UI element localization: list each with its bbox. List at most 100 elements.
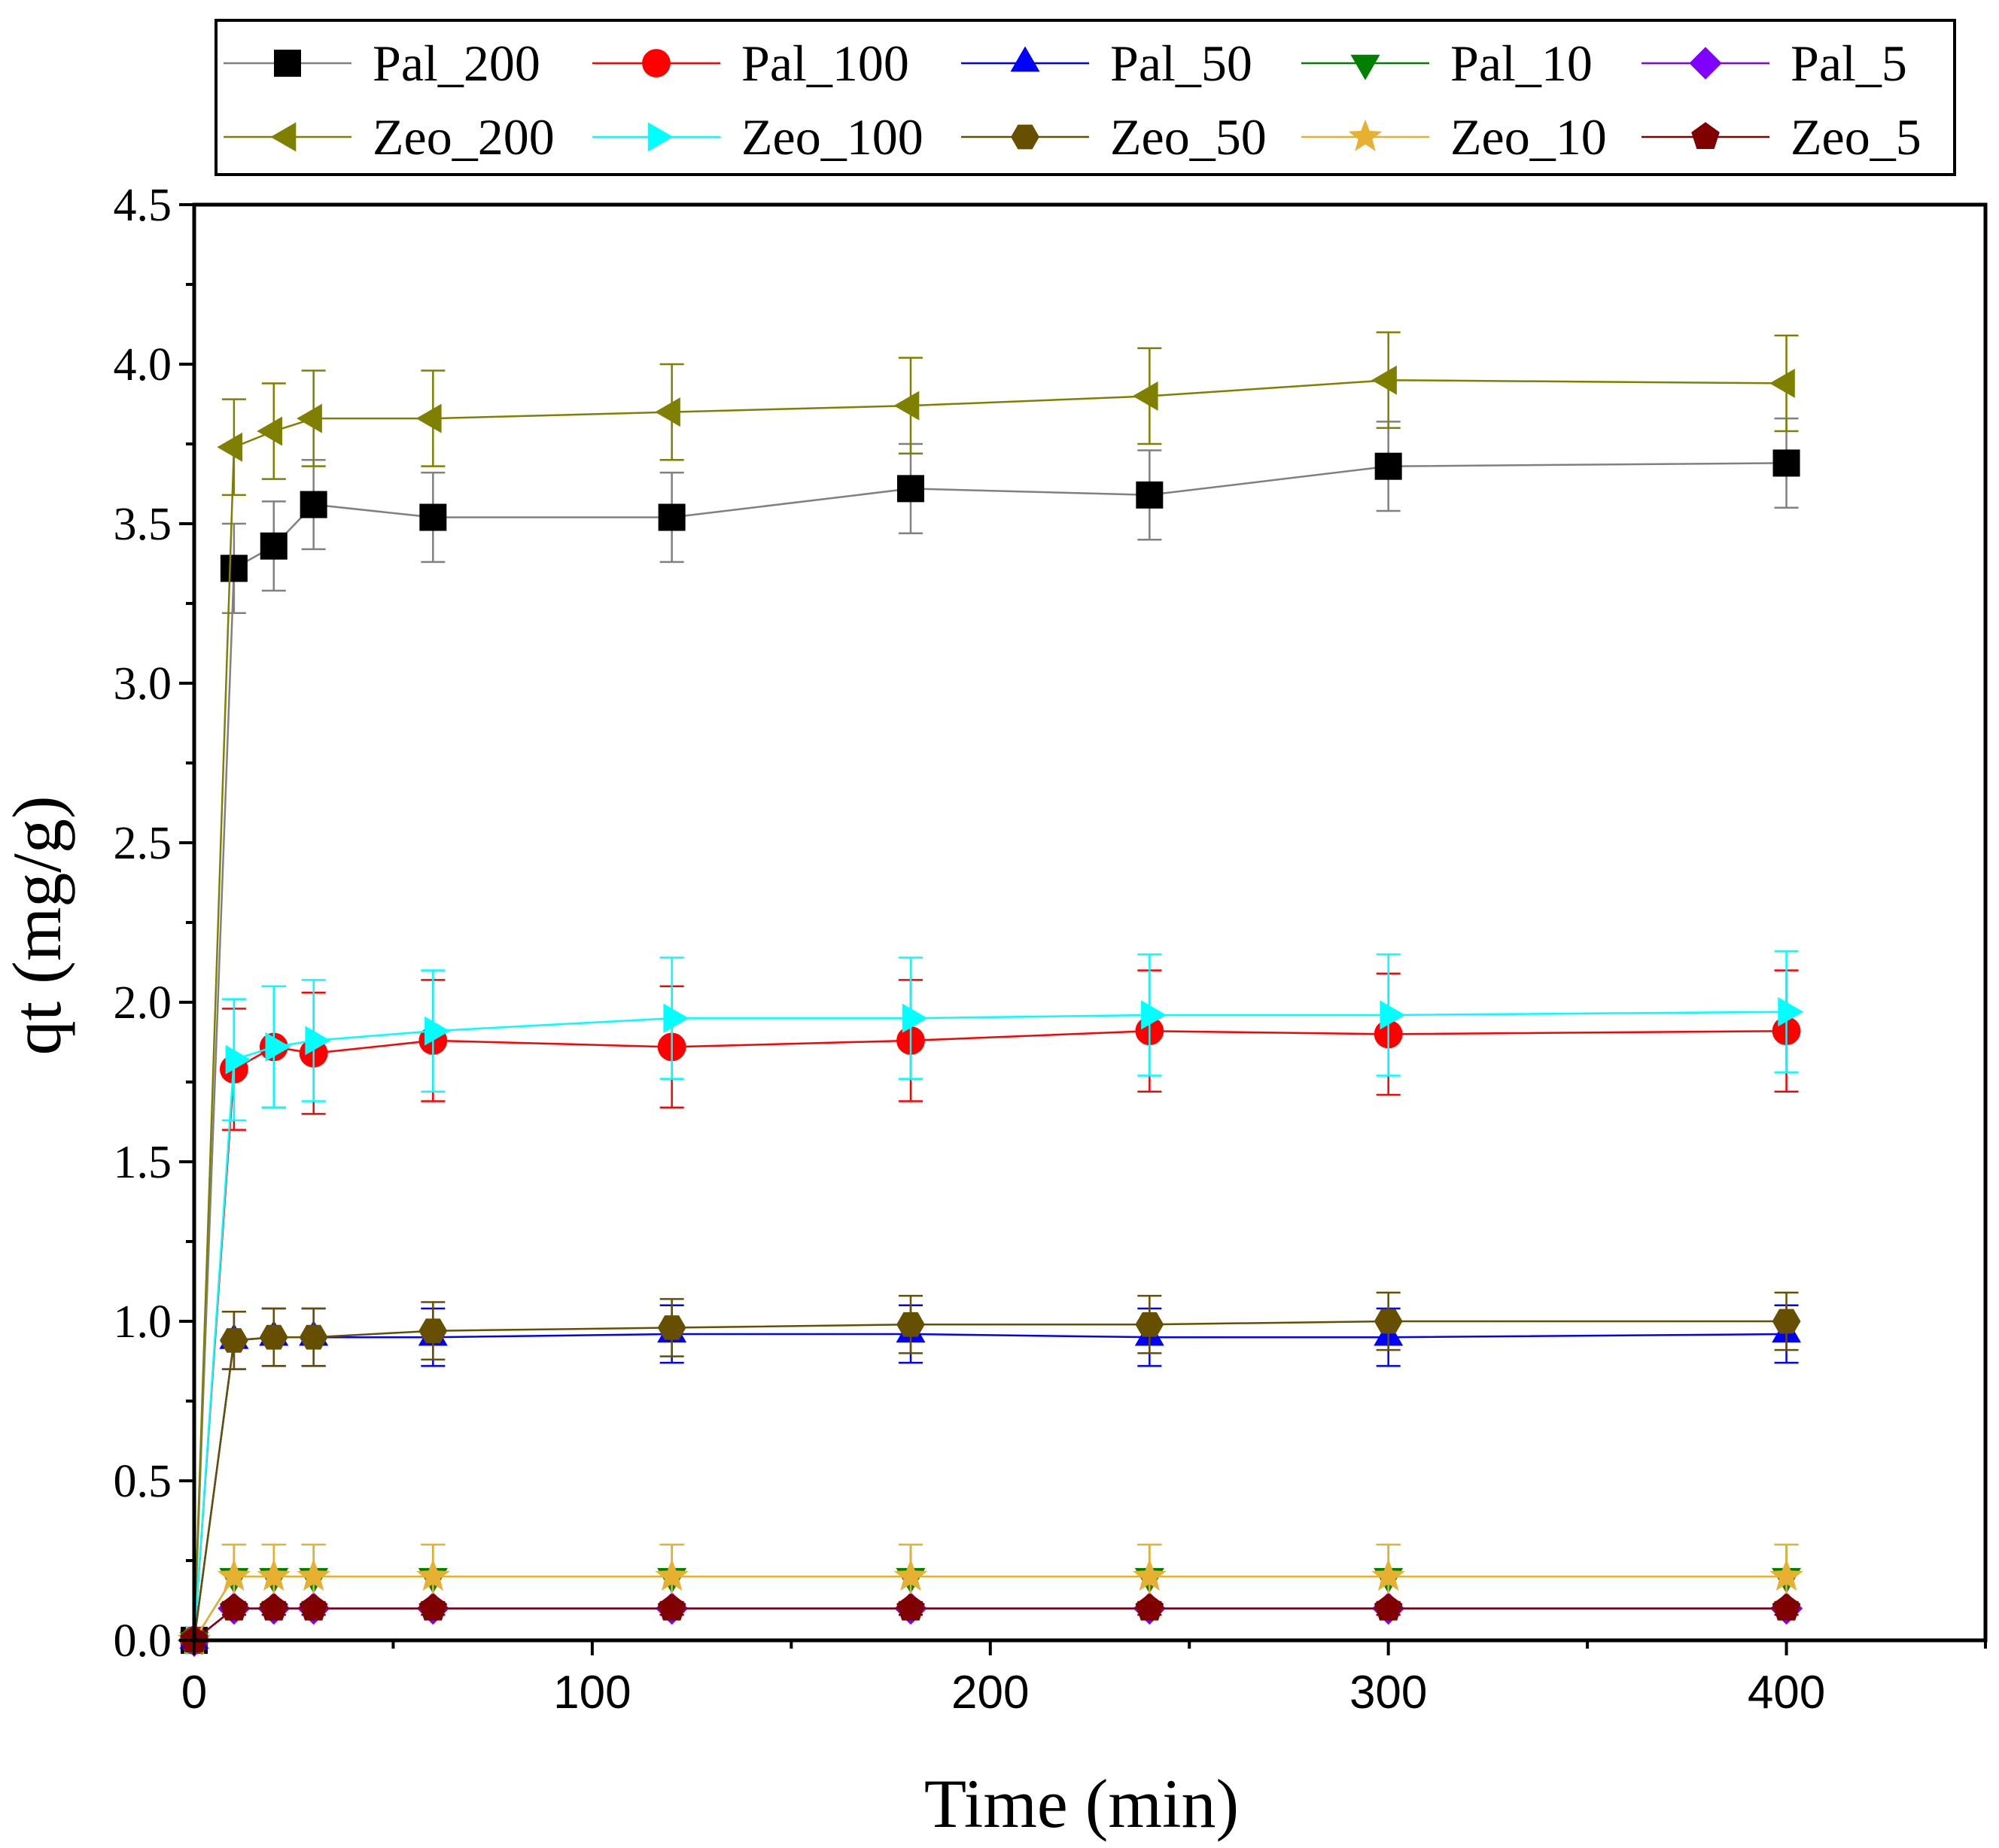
axes: 0.0 0.5 1.0 1.5 2.0 2.5 3.0 3.5 4.0 4.5 0 100 200 300…: [114, 180, 1988, 1719]
series-line-zeo-100: [193, 1011, 1787, 1641]
y-tick-label: 1.5: [114, 1137, 172, 1188]
data-point-zeo-10: [217, 1558, 251, 1591]
legend-label-pal-5: Pal_5: [1791, 35, 1907, 92]
series-zeo-100: [185, 950, 1804, 1655]
y-tick-label: 0.0: [114, 1615, 172, 1667]
legend-item-pal-5: Pal_5: [1641, 35, 1907, 92]
x-tick-label: 0: [181, 1667, 207, 1719]
x-axis-title: Time (min): [924, 1765, 1239, 1842]
data-point-pal-200: [1374, 452, 1402, 480]
data-point-zeo-50: [259, 1324, 288, 1350]
data-point-zeo-100: [305, 1026, 331, 1056]
legend-item-pal-100: Pal_100: [592, 35, 909, 92]
y-tick-label: 3.0: [114, 658, 172, 710]
legend-label-pal-10: Pal_10: [1450, 35, 1593, 92]
legend-label-zeo-50: Zeo_50: [1110, 108, 1267, 166]
legend-item-pal-50: Pal_50: [961, 35, 1252, 92]
data-point-zeo-200: [217, 432, 243, 462]
plot-frame: [192, 202, 1988, 1643]
series-zeo-200: [177, 331, 1799, 1655]
legend-item-pal-10: Pal_10: [1301, 35, 1593, 92]
legend: Pal_200 Pal_100 Pal_50 Pal_10 Pal_5 Zeo_200 Ze…: [215, 19, 1956, 176]
data-point-zeo-5: [896, 1593, 925, 1621]
legend-label-zeo-200: Zeo_200: [373, 108, 555, 166]
data-point-zeo-200: [893, 391, 920, 421]
series-pal-100: [180, 969, 1801, 1655]
data-point-zeo-100: [424, 1016, 450, 1046]
legend-marker-zeo-5: [1691, 122, 1720, 149]
data-point-zeo-100: [1778, 997, 1804, 1027]
y-tick-label: 2.0: [114, 977, 172, 1029]
x-tick-label: 300: [1349, 1667, 1427, 1719]
legend-marker-pal-100: [642, 49, 671, 78]
legend-marker-zeo-200: [270, 122, 297, 152]
data-point-zeo-5: [259, 1593, 288, 1621]
legend-item-zeo-50: Zeo_50: [961, 108, 1267, 166]
legend-marker-zeo-50: [1011, 124, 1039, 150]
data-point-pal-200: [658, 503, 686, 531]
y-tick-label: 4.5: [114, 180, 172, 231]
x-tick-label: 400: [1748, 1667, 1825, 1719]
legend-label-pal-200: Pal_200: [373, 35, 540, 92]
data-point-zeo-200: [1769, 369, 1795, 398]
series-line-zeo-5: [193, 1607, 1787, 1641]
data-point-zeo-5: [418, 1593, 448, 1621]
series-line-zeo-200: [193, 378, 1787, 1641]
data-point-zeo-50: [1772, 1308, 1801, 1334]
y-tick-label: 2.5: [114, 818, 172, 869]
data-point-zeo-5: [220, 1593, 248, 1621]
data-point-zeo-50: [418, 1318, 448, 1344]
legend-item-zeo-5: Zeo_5: [1641, 108, 1921, 166]
data-point-pal-200: [1136, 481, 1164, 509]
data-point-pal-200: [897, 475, 924, 503]
x-tick-label: 100: [553, 1667, 631, 1719]
data-point-pal-200: [220, 555, 248, 582]
data-point-zeo-5: [1374, 1593, 1403, 1621]
series-line-zeo-50: [193, 1320, 1787, 1641]
data-point-zeo-200: [297, 403, 322, 433]
data-point-zeo-200: [415, 403, 442, 433]
data-point-zeo-200: [257, 416, 282, 446]
series-pal-50: [179, 1304, 1801, 1649]
plot-series: [177, 331, 1804, 1658]
data-point-zeo-10: [1133, 1558, 1167, 1591]
data-point-zeo-10: [1371, 1558, 1405, 1591]
data-point-zeo-50: [1374, 1308, 1403, 1334]
data-point-zeo-5: [657, 1593, 686, 1621]
data-point-pal-200: [300, 491, 327, 518]
data-point-zeo-50: [657, 1315, 686, 1340]
data-point-zeo-10: [893, 1558, 928, 1591]
y-tick-label: 4.0: [114, 339, 172, 391]
data-point-zeo-5: [1772, 1593, 1801, 1621]
data-point-zeo-10: [416, 1558, 450, 1591]
legend-label-zeo-5: Zeo_5: [1791, 108, 1921, 166]
data-point-zeo-10: [655, 1558, 689, 1591]
data-point-zeo-50: [220, 1328, 248, 1353]
legend-item-pal-200: Pal_200: [224, 35, 540, 92]
series-zeo-10: [177, 1543, 1803, 1655]
legend-item-zeo-100: Zeo_100: [592, 108, 923, 166]
data-point-pal-200: [1772, 449, 1800, 477]
data-point-zeo-50: [1135, 1312, 1164, 1337]
series-line-pal-100: [193, 1029, 1787, 1641]
series-zeo-50: [180, 1291, 1801, 1653]
data-point-zeo-5: [299, 1593, 328, 1621]
legend-box: [215, 19, 1956, 176]
data-point-zeo-10: [1769, 1558, 1803, 1591]
series-line-zeo-10: [193, 1575, 1787, 1641]
legend-label-pal-100: Pal_100: [741, 35, 909, 92]
data-point-zeo-200: [1371, 365, 1397, 395]
y-tick-label: 3.5: [114, 499, 172, 550]
data-point-pal-200: [260, 532, 288, 560]
data-point-zeo-100: [902, 1003, 928, 1033]
legend-marker-pal-5: [1689, 47, 1722, 80]
y-axis-title: qt (mg/g): [0, 796, 75, 1056]
legend-marker-zeo-100: [647, 122, 674, 152]
data-point-pal-200: [419, 503, 447, 531]
data-point-zeo-10: [257, 1558, 291, 1591]
data-point-zeo-50: [896, 1312, 925, 1337]
data-point-zeo-50: [299, 1324, 328, 1350]
data-point-zeo-100: [225, 1044, 251, 1074]
